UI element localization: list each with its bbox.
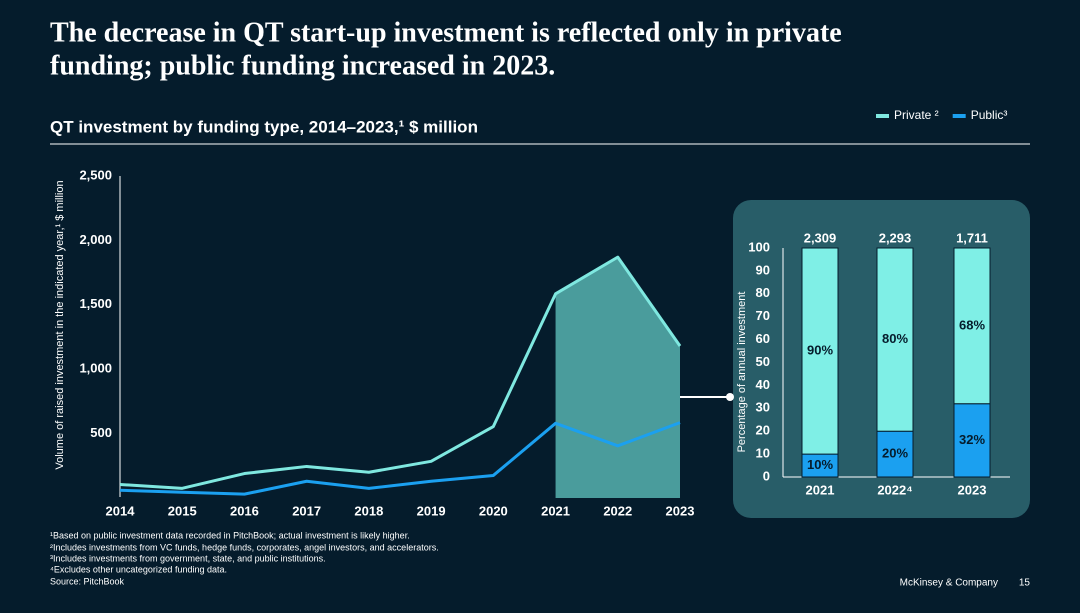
title-line: The decrease in QT start-up investment i… xyxy=(50,17,842,48)
page-number: 15 xyxy=(1019,578,1031,589)
bar-segment xyxy=(876,430,914,478)
x-tick-label: 2023 xyxy=(666,503,695,518)
x-tick-label: 2022⁴ xyxy=(877,482,912,497)
bar-segment xyxy=(953,247,991,405)
x-tick-label: 2016 xyxy=(230,503,259,518)
brand: McKinsey & Company xyxy=(900,578,998,589)
x-tick-label: 2021 xyxy=(541,503,570,518)
legend-label: Private ² xyxy=(894,108,939,122)
title-line: funding; public funding increased in 202… xyxy=(50,50,555,81)
y-tick-label: 60 xyxy=(756,331,770,346)
y-tick-label: 2,500 xyxy=(79,167,112,182)
y-tick-label: 50 xyxy=(756,354,770,369)
total-label: 2,309 xyxy=(804,230,837,245)
x-tick-label: 2020 xyxy=(479,503,508,518)
x-tick-label: 2022 xyxy=(603,503,632,518)
y-tick-label: 20 xyxy=(756,423,770,438)
bar-segment xyxy=(801,247,839,455)
x-tick-label: 2019 xyxy=(417,503,446,518)
value-label: 20% xyxy=(882,446,908,461)
total-label: 2,293 xyxy=(879,230,912,245)
x-tick-label: 2015 xyxy=(168,503,197,518)
x-tick-label: 2018 xyxy=(354,503,383,518)
x-tick-label: 2014 xyxy=(106,503,136,518)
footnote: ¹Based on public investment data recorde… xyxy=(50,530,410,540)
y-axis-label: Volume of raised investment in the indic… xyxy=(54,180,66,469)
y-tick-label: 10 xyxy=(756,446,770,461)
y-tick-label: 90 xyxy=(756,262,770,277)
y-tick-label: 2,000 xyxy=(79,232,112,247)
total-label: 1,711 xyxy=(956,230,988,245)
y-tick-label: 0 xyxy=(763,468,770,483)
x-tick-label: 2023 xyxy=(958,482,987,497)
footnote: ³Includes investments from government, s… xyxy=(50,553,326,563)
bar-segment xyxy=(953,403,991,478)
x-tick-label: 2021 xyxy=(806,482,835,497)
chart-title: QT investment by funding type, 2014–2023… xyxy=(50,117,478,136)
legend-label: Public³ xyxy=(971,108,1008,122)
value-label: 68% xyxy=(959,317,985,332)
series-line xyxy=(119,421,681,496)
y-tick-label: 100 xyxy=(748,239,770,254)
y-tick-label: 70 xyxy=(756,308,770,323)
y-axis-label: Percentage of annual investment xyxy=(736,292,748,453)
x-tick-label: 2017 xyxy=(292,503,321,518)
bar-segment xyxy=(876,247,914,432)
y-tick-label: 40 xyxy=(756,377,770,392)
footnote: ⁴Excludes other uncategorized funding da… xyxy=(50,564,227,574)
y-tick-label: 1,500 xyxy=(79,296,112,311)
y-tick-label: 80 xyxy=(756,285,770,300)
footnote: ²Includes investments from VC funds, hed… xyxy=(50,542,439,552)
value-label: 90% xyxy=(807,342,833,357)
value-label: 32% xyxy=(959,432,985,447)
value-label: 10% xyxy=(807,457,833,472)
series-line xyxy=(119,255,682,490)
source: Source: PitchBook xyxy=(50,576,125,586)
y-tick-label: 30 xyxy=(756,400,770,415)
connector-dot xyxy=(726,393,734,401)
y-tick-label: 1,000 xyxy=(79,361,112,376)
highlight-area xyxy=(555,257,680,498)
value-label: 80% xyxy=(882,331,908,346)
y-tick-label: 500 xyxy=(90,425,112,440)
